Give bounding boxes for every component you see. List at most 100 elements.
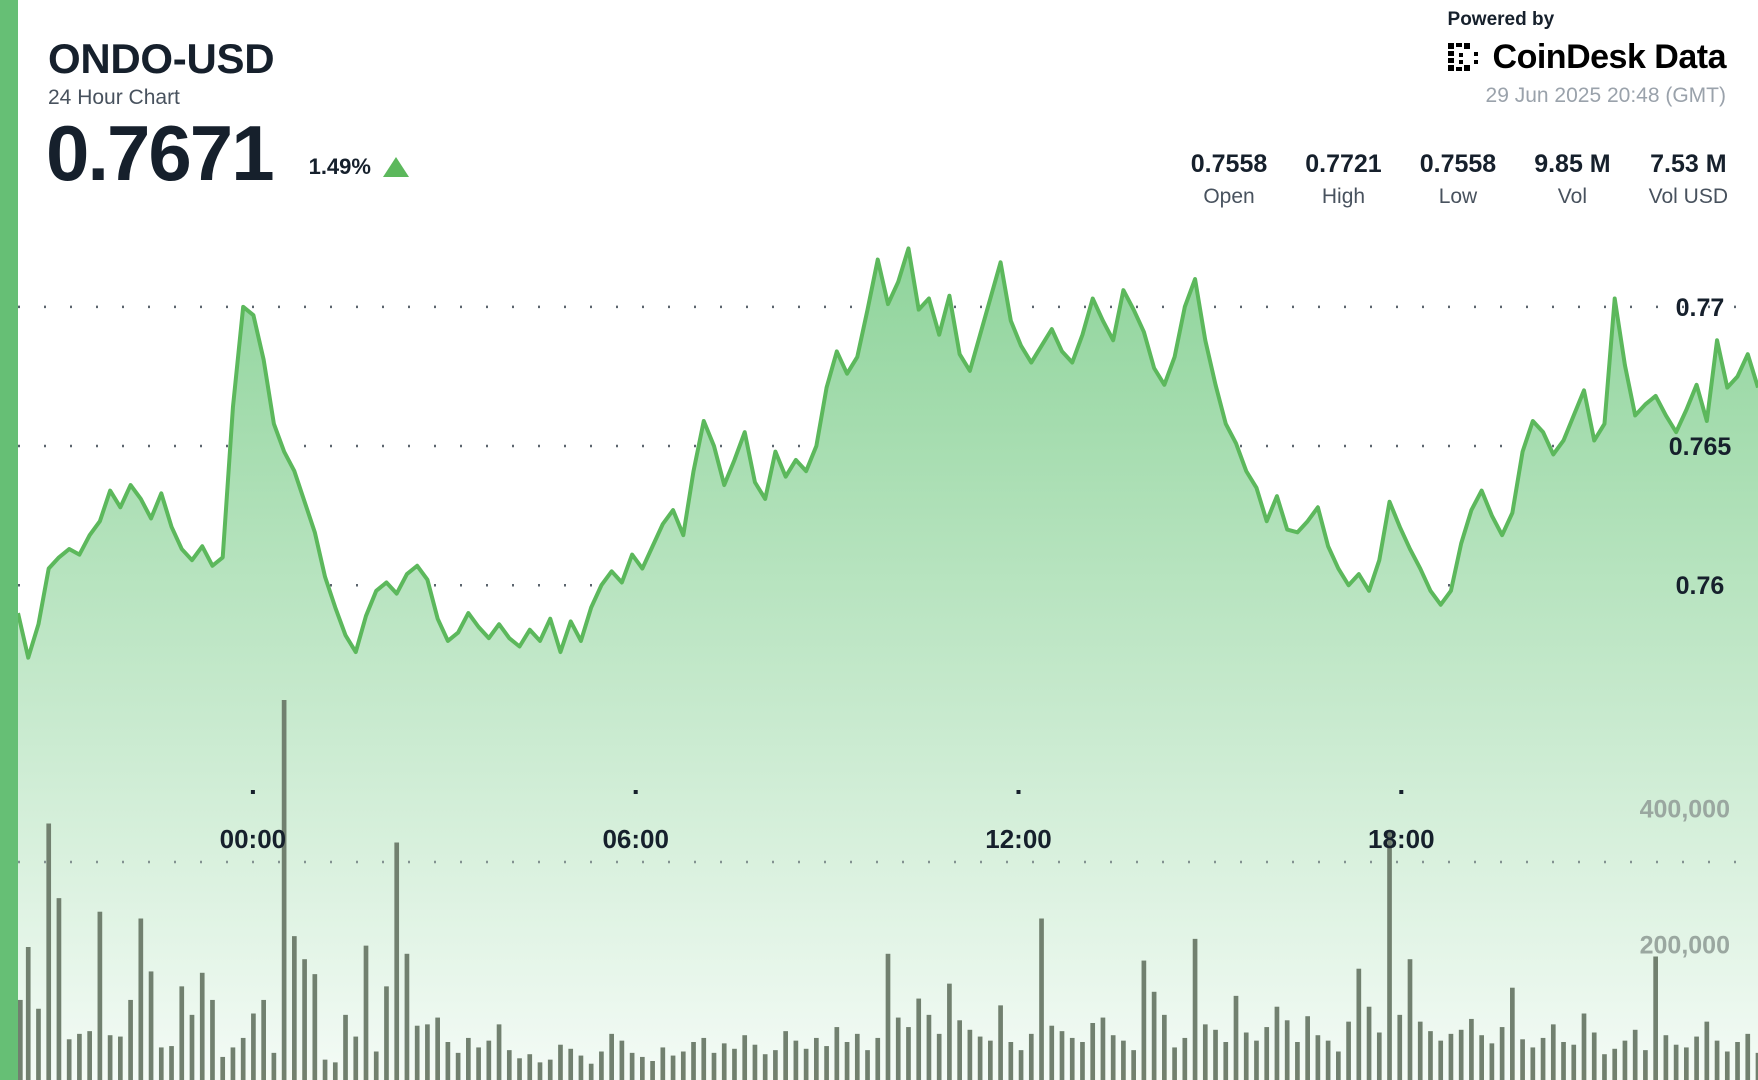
volume-bar [435,1017,440,1080]
volume-bar [1192,938,1198,1080]
volume-bar [701,1037,707,1080]
volume-bar [1397,1014,1403,1080]
volume-bar [1172,1047,1177,1080]
volume-bar [97,911,103,1080]
volume-bar [732,1048,737,1080]
volume-bar [230,1047,236,1080]
volume-bar [302,959,307,1080]
volume-bar [1162,1014,1167,1080]
volume-bar [189,1014,195,1080]
volume-bar [425,1024,430,1080]
volume-bar [1561,1042,1566,1080]
volume-bar [107,1035,113,1080]
volume-bar [455,1052,461,1080]
time-tick-dot [250,790,255,794]
volume-bar [271,1052,277,1080]
volume-bar [660,1047,666,1080]
volume-bar [793,1040,799,1080]
volume-bar [885,953,891,1080]
volume-bar [895,1017,901,1080]
price-chart[interactable]: 400,000 200,000 0.77 0.765 0.76 00:00 06:00 1… [18,0,1758,1080]
volume-bar [394,842,400,1080]
accent-bar [0,0,18,1080]
volume-bar [445,1042,451,1080]
volume-bar [158,1047,164,1080]
volume-bar [1643,1050,1648,1080]
volume-bar [1039,918,1044,1080]
volume-bar [1417,1021,1423,1080]
volume-bar [1305,1016,1310,1080]
volume-bar [199,972,205,1080]
volume-bar [476,1047,481,1080]
volume-bar [1653,956,1658,1080]
volume-bar [1202,1024,1208,1080]
volume-bar [1550,1024,1556,1080]
volume-bar [138,918,144,1080]
volume-bar [721,1043,727,1080]
volume-bar [496,1024,502,1080]
volume-bar [1213,1029,1218,1080]
volume-axis-tick: 400,000 [1640,796,1730,824]
volume-bar [1028,1033,1034,1080]
volume-bar [1694,1036,1699,1080]
volume-bar [1632,1029,1638,1080]
volume-bar [1663,1035,1669,1080]
price-line [18,246,1758,660]
volume-bar [1325,1040,1331,1080]
volume-bar [742,1035,748,1080]
volume-bar [1458,1029,1464,1080]
volume-bar [281,700,287,1080]
volume-bar [1008,1042,1014,1080]
volume-bar [906,1027,911,1080]
volume-bar [967,1029,973,1080]
price-axis-tick: 0.76 [1676,572,1725,600]
volume-bar [1571,1044,1577,1080]
volume-bar [670,1055,676,1080]
volume-bar [650,1061,655,1080]
volume-bar [1090,1023,1096,1080]
volume-bar [1714,1040,1720,1080]
price-axis-tick: 0.765 [1669,433,1732,461]
volume-bar [1049,1025,1055,1080]
time-axis-tick: 12:00 [985,824,1052,854]
volume-bar [1510,987,1515,1080]
volume-bar [1530,1047,1536,1080]
time-axis-tick: 18:00 [1368,824,1435,854]
volume-bar [1602,1054,1607,1080]
volume-axis-labels: 400,000 200,000 [1640,796,1730,960]
price-area-fill [18,248,1758,1080]
volume-bar [783,1031,788,1080]
volume-bar [220,1056,226,1080]
volume-bar [865,1050,870,1080]
volume-bar [588,1063,594,1080]
volume-bar [66,1039,72,1080]
volume-bar [629,1052,635,1080]
volume-bar [680,1051,686,1080]
time-tick-dot [1016,790,1021,794]
volume-bar [1018,1050,1024,1080]
volume-bar [1182,1037,1188,1080]
volume-bar [1243,1032,1249,1080]
volume-bar [1284,1020,1290,1080]
volume-bar [1295,1042,1300,1080]
volume-bar [1673,1044,1679,1080]
volume-bar [87,1031,92,1080]
volume-bar [1540,1037,1546,1080]
volume-bar [353,1036,359,1080]
volume-bar [916,998,922,1080]
volume-bar [957,1020,962,1080]
volume-bar [1059,1031,1065,1080]
volume-bars [18,700,1758,1080]
volume-bar [384,986,389,1080]
volume-bar [1438,1040,1444,1080]
volume-bar [527,1054,533,1080]
volume-bar [332,1062,338,1080]
volume-bar [322,1059,328,1080]
volume-bar [261,999,266,1080]
volume-bar [578,1055,584,1080]
volume-axis-tick: 200,000 [1640,931,1730,959]
volume-bar [1704,1021,1710,1080]
volume-bar [1346,1021,1351,1080]
chart-canvas[interactable]: 400,000 200,000 0.77 0.765 0.76 00:00 06:00 1… [18,0,1758,1080]
